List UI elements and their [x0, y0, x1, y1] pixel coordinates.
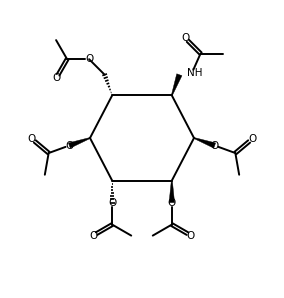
Text: O: O [187, 231, 195, 240]
Text: O: O [52, 73, 60, 83]
Polygon shape [171, 74, 182, 96]
Polygon shape [68, 138, 90, 148]
Text: O: O [108, 198, 116, 208]
Text: O: O [65, 141, 74, 150]
Polygon shape [194, 138, 216, 148]
Text: O: O [28, 134, 36, 144]
Text: O: O [85, 54, 93, 64]
Text: O: O [168, 198, 176, 208]
Text: O: O [248, 134, 256, 144]
Polygon shape [169, 181, 175, 203]
Text: O: O [181, 33, 189, 43]
Text: O: O [210, 141, 219, 150]
Text: O: O [89, 231, 97, 240]
Text: NH: NH [187, 68, 203, 78]
